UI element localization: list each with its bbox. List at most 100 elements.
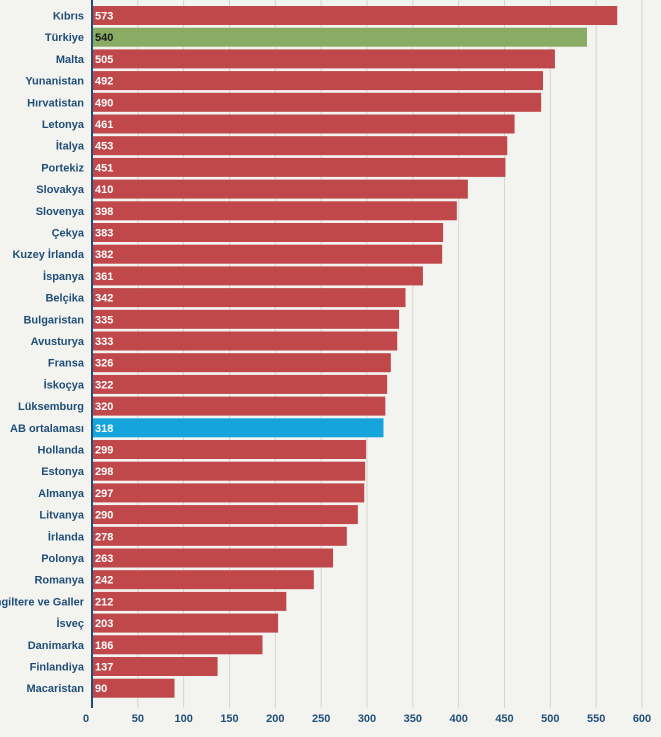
value-label: 212 (95, 596, 113, 608)
bar (92, 6, 618, 25)
bar (92, 201, 457, 221)
value-label: 326 (95, 358, 113, 370)
bar (92, 157, 506, 177)
value-label: 322 (95, 379, 113, 391)
bar (92, 136, 508, 156)
bar (92, 440, 367, 459)
x-tick-label: 600 (633, 713, 651, 725)
category-label: Belçika (45, 293, 84, 305)
bar (92, 570, 314, 590)
category-label: İspanya (43, 270, 85, 283)
value-label: 540 (95, 32, 113, 44)
category-label: İrlanda (48, 530, 85, 543)
bar (92, 92, 542, 112)
bar (92, 266, 423, 286)
category-label: İtalya (56, 140, 85, 153)
bar (92, 396, 386, 416)
value-label: 490 (95, 97, 113, 109)
value-label: 318 (95, 423, 113, 435)
value-label: 461 (95, 119, 113, 131)
bars (92, 6, 618, 698)
bar (92, 613, 279, 633)
category-label: İskoçya (44, 378, 85, 391)
category-label: Estonya (41, 466, 85, 478)
value-label: 90 (95, 683, 107, 695)
category-label: Portekiz (41, 162, 84, 174)
category-label: Almanya (38, 488, 85, 500)
x-tick-label: 50 (132, 713, 144, 725)
bar (92, 179, 468, 199)
bar (92, 548, 334, 568)
category-label: Lüksemburg (18, 401, 84, 413)
category-label: Hollanda (38, 445, 85, 457)
value-label: 298 (95, 466, 113, 478)
value-label: 410 (95, 184, 113, 196)
x-tick-label: 250 (312, 713, 330, 725)
bar (92, 374, 388, 394)
bar (92, 353, 391, 373)
category-label: Romanya (34, 575, 84, 587)
x-tick-label: 450 (495, 713, 513, 725)
category-label: Kıbrıs (53, 11, 84, 23)
bar (92, 483, 365, 503)
x-tick-labels: 0 50 100 150 200 250 300 350 400 450 500 550 600 (83, 713, 651, 725)
category-label: İngiltere ve Galler (0, 595, 85, 608)
x-tick-label: 550 (587, 713, 605, 725)
bar (92, 505, 358, 525)
value-label: 383 (95, 228, 113, 240)
value-label: 382 (95, 249, 113, 261)
category-label: Malta (56, 54, 85, 66)
value-label: 573 (95, 11, 113, 23)
category-label: Letonya (42, 119, 85, 131)
category-label: Macaristan (27, 683, 85, 695)
value-label: 137 (95, 662, 113, 674)
value-label: 278 (95, 531, 113, 543)
category-label: AB ortalaması (10, 423, 84, 435)
category-label: Litvanya (39, 510, 85, 522)
x-tick-label: 300 (358, 713, 376, 725)
x-tick-label: 400 (449, 713, 467, 725)
x-tick-label: 350 (404, 713, 422, 725)
value-label: 299 (95, 445, 113, 457)
category-label: Yunanistan (25, 76, 84, 88)
value-label: 451 (95, 162, 113, 174)
value-label: 320 (95, 401, 113, 413)
category-label: Finlandiya (30, 662, 85, 674)
value-label: 505 (95, 54, 113, 66)
category-label: Avusturya (31, 336, 85, 348)
bar (92, 635, 263, 655)
bar (92, 678, 175, 698)
bar (92, 309, 400, 329)
value-label: 333 (95, 336, 113, 348)
bar (92, 331, 398, 351)
bar (92, 244, 443, 264)
value-label: 453 (95, 141, 113, 153)
x-tick-label: 200 (266, 713, 284, 725)
category-label: Kuzey İrlanda (12, 248, 84, 261)
category-label: İsveç (56, 617, 84, 630)
bar (92, 71, 543, 91)
value-label: 297 (95, 488, 113, 500)
category-label: Türkiye (45, 32, 84, 44)
category-label: Çekya (52, 228, 85, 240)
category-label: Danimarka (28, 640, 85, 652)
bar (92, 657, 218, 676)
value-label: 186 (95, 640, 113, 652)
category-label: Fransa (48, 358, 85, 370)
value-label: 263 (95, 553, 113, 565)
bar (92, 49, 555, 69)
category-label: Hırvatistan (27, 97, 84, 109)
value-label: 342 (95, 293, 113, 305)
bar (92, 591, 287, 611)
bar (92, 418, 384, 438)
bar (92, 223, 444, 242)
bar (92, 114, 515, 134)
x-tick-label: 100 (174, 713, 192, 725)
bar (92, 27, 587, 47)
bar (92, 288, 406, 308)
category-label: Polonya (41, 553, 85, 565)
value-label: 203 (95, 618, 113, 630)
value-label: 242 (95, 575, 113, 587)
category-label: Bulgaristan (23, 314, 84, 326)
